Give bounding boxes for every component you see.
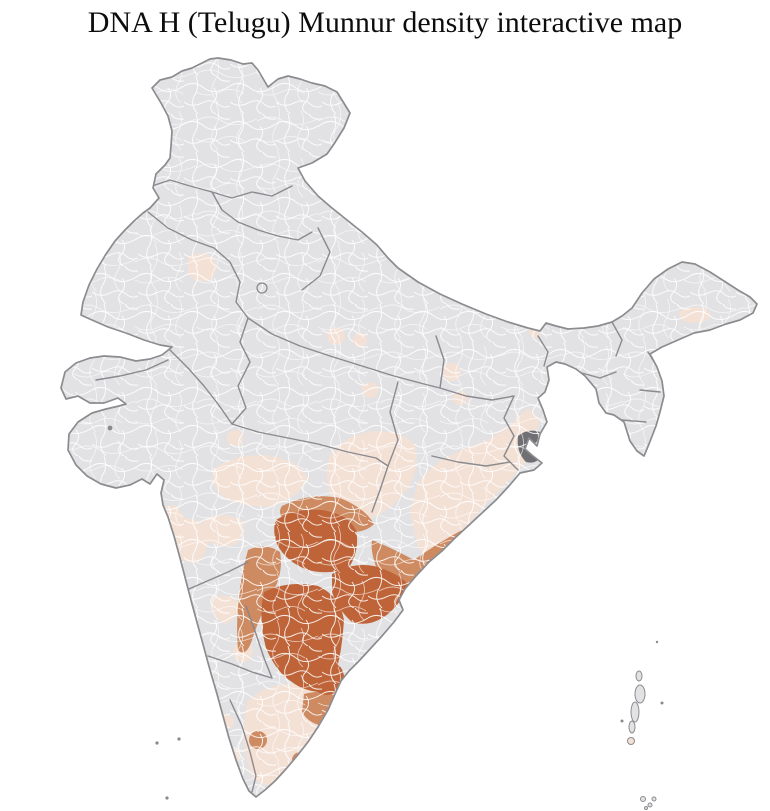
andaman-island-2[interactable]	[634, 684, 646, 704]
nicobar-island-2[interactable]	[647, 802, 653, 808]
lakshadweep-speck-2	[177, 737, 181, 741]
india-outline	[60, 57, 758, 798]
andaman-island-3[interactable]	[630, 701, 640, 723]
delhi-border	[256, 282, 268, 294]
lakshadweep-speck-3	[165, 796, 169, 800]
state-borders	[95, 179, 661, 793]
nicobar-island-1[interactable]	[640, 796, 646, 802]
andaman-nicobar-chain[interactable]	[627, 670, 657, 810]
andaman-island-1[interactable]	[635, 670, 643, 682]
gujarat-tip-speck	[107, 425, 113, 431]
andaman-speck-2	[620, 719, 624, 723]
andaman-island-4[interactable]	[628, 720, 636, 734]
andaman-speck-1	[655, 640, 659, 644]
region-kerala-pocket-3[interactable]	[220, 776, 232, 788]
lakshadweep-speck-1	[155, 741, 159, 745]
page-title: DNA H (Telugu) Munnur density interactiv…	[87, 6, 683, 39]
island-specks	[107, 425, 664, 800]
andaman-speck-3	[660, 701, 664, 705]
region-little-andaman-island[interactable]	[627, 737, 635, 745]
nicobar-island-4[interactable]	[644, 806, 648, 810]
nicobar-island-3[interactable]	[651, 796, 657, 802]
